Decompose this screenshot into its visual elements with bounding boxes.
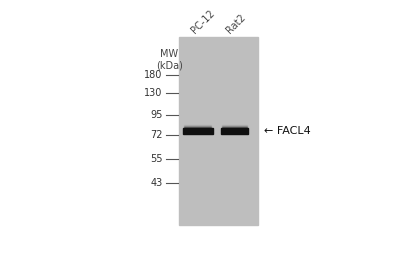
Bar — [184, 125, 211, 126]
Text: ← FACL4: ← FACL4 — [264, 126, 311, 136]
Bar — [184, 128, 211, 129]
Text: 180: 180 — [144, 70, 162, 80]
Bar — [222, 128, 247, 129]
Bar — [220, 128, 248, 134]
Bar — [184, 129, 211, 130]
Text: 55: 55 — [150, 154, 162, 164]
Text: MW
(kDa): MW (kDa) — [156, 49, 183, 71]
Bar — [222, 126, 247, 127]
Bar — [183, 128, 213, 134]
Bar — [184, 126, 211, 127]
Text: 130: 130 — [144, 88, 162, 98]
Bar — [222, 127, 247, 128]
Text: 43: 43 — [150, 178, 162, 188]
Bar — [184, 127, 211, 128]
Bar — [222, 125, 247, 126]
Bar — [222, 129, 247, 130]
Text: Rat2: Rat2 — [224, 12, 248, 35]
Text: PC-12: PC-12 — [189, 8, 216, 35]
Text: 95: 95 — [150, 110, 162, 120]
Text: 72: 72 — [150, 130, 162, 140]
Bar — [179, 37, 258, 225]
